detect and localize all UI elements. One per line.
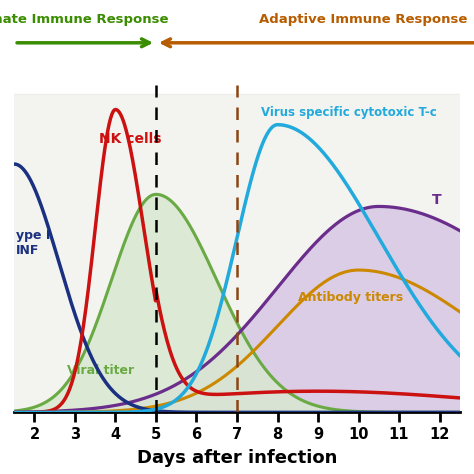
Text: T: T xyxy=(431,193,441,208)
Text: ype I
INF: ype I INF xyxy=(16,229,51,257)
Text: NK cells: NK cells xyxy=(99,132,162,146)
Text: Innate Immune Response: Innate Immune Response xyxy=(0,13,168,27)
Text: Antibody titers: Antibody titers xyxy=(298,291,403,304)
Text: Viral titer: Viral titer xyxy=(67,364,134,377)
X-axis label: Days after infection: Days after infection xyxy=(137,449,337,467)
Text: Adaptive Immune Response: Adaptive Immune Response xyxy=(259,13,468,27)
Text: Virus specific cytotoxic T-c: Virus specific cytotoxic T-c xyxy=(261,106,437,118)
